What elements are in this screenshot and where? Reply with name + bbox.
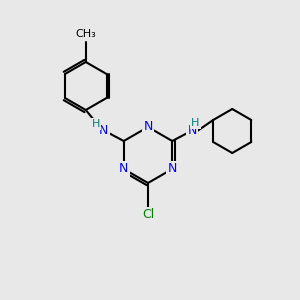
Text: N: N [143,121,153,134]
Text: N: N [119,163,128,176]
Text: Cl: Cl [142,208,154,221]
Text: N: N [168,163,177,176]
Text: H: H [92,119,100,129]
Text: N: N [188,124,197,137]
Text: CH₃: CH₃ [75,29,96,39]
Text: N: N [99,124,108,137]
Text: H: H [191,118,200,128]
